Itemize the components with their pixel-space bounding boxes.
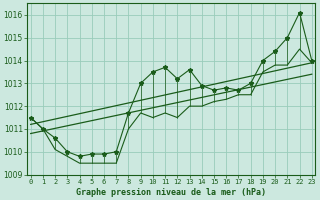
X-axis label: Graphe pression niveau de la mer (hPa): Graphe pression niveau de la mer (hPa) [76,188,266,197]
